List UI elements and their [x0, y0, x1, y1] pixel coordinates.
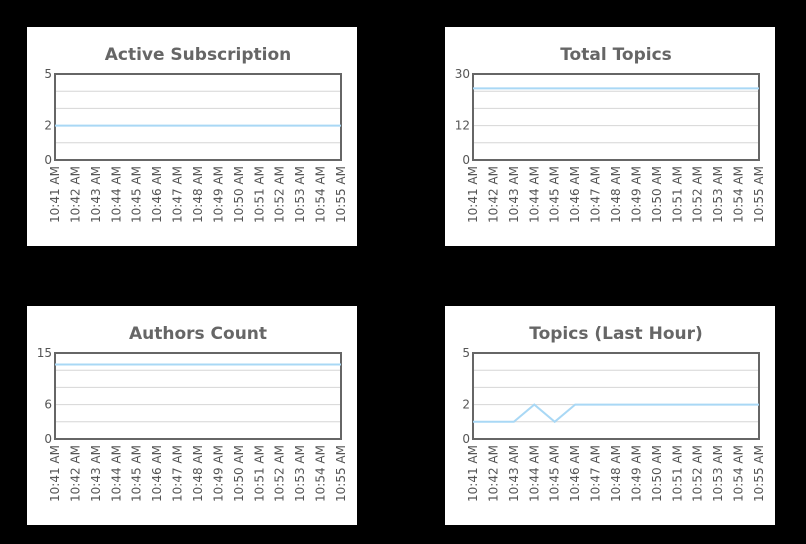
x-tick-label: 10:55 AM [334, 166, 348, 223]
chart-title: Total Topics [560, 45, 672, 65]
x-tick-label: 10:43 AM [507, 445, 521, 502]
x-tick-label: 10:47 AM [589, 445, 603, 502]
x-tick-label: 10:48 AM [609, 166, 623, 223]
x-tick-label: 10:44 AM [109, 166, 123, 223]
y-tick-label: 0 [44, 153, 52, 167]
x-tick-label: 10:41 AM [466, 166, 480, 223]
y-tick-label: 30 [455, 67, 470, 81]
x-tick-label: 10:46 AM [150, 445, 164, 502]
chart-title: Active Subscription [105, 45, 292, 65]
chart-topics-last-hour: Topics (Last Hour) 5 2 010:41 AM 10:42 AM 10:… [445, 306, 775, 525]
y-tick-label: 5 [44, 67, 52, 81]
x-tick-label: 10:48 AM [191, 166, 205, 223]
x-tick-label: 10:45 AM [548, 166, 562, 223]
y-tick-label: 12 [455, 119, 470, 133]
x-tick-label: 10:43 AM [89, 445, 103, 502]
x-tick-label: 10:47 AM [589, 166, 603, 223]
x-tick-label: 10:54 AM [732, 445, 746, 502]
x-tick-label: 10:52 AM [691, 445, 705, 502]
x-tick-label: 10:52 AM [691, 166, 705, 223]
chart-authors-count: Authors Count 15 6 010:41 AM 10:42 AM 10:43 A… [27, 306, 357, 525]
y-tick-label: 15 [37, 346, 52, 360]
x-tick-label: 10:52 AM [273, 445, 287, 502]
x-tick-label: 10:46 AM [568, 166, 582, 223]
x-tick-label: 10:53 AM [293, 445, 307, 502]
chart-title: Topics (Last Hour) [529, 324, 703, 344]
x-tick-label: 10:42 AM [68, 166, 82, 223]
plot-frame [473, 353, 759, 439]
y-tick-label: 6 [44, 398, 52, 412]
x-tick-label: 10:50 AM [232, 166, 246, 223]
x-tick-label: 10:43 AM [89, 166, 103, 223]
x-tick-label: 10:53 AM [711, 445, 725, 502]
x-tick-label: 10:49 AM [629, 445, 643, 502]
chart-title: Authors Count [129, 324, 267, 344]
x-tick-label: 10:44 AM [527, 445, 541, 502]
x-tick-label: 10:45 AM [548, 445, 562, 502]
x-tick-label: 10:51 AM [670, 445, 684, 502]
x-tick-label: 10:45 AM [130, 445, 144, 502]
x-tick-label: 10:49 AM [211, 445, 225, 502]
x-tick-label: 10:42 AM [68, 445, 82, 502]
x-tick-label: 10:41 AM [466, 445, 480, 502]
x-tick-label: 10:48 AM [609, 445, 623, 502]
x-tick-label: 10:53 AM [711, 166, 725, 223]
x-tick-label: 10:43 AM [507, 166, 521, 223]
x-tick-label: 10:46 AM [568, 445, 582, 502]
x-tick-label: 10:49 AM [629, 166, 643, 223]
chart-panel-total-topics: Total Topics 30 12 0 10:41 AM 10:42 AM 10:43 A… [445, 27, 775, 246]
chart-active-subscription: Active Subscription 5 2 010:41 AM 10:42 AM 10… [27, 27, 357, 246]
chart-total-topics: Total Topics 30 12 010:41 AM 10:42 AM 10:43 A… [445, 27, 775, 246]
chart-panel-active-subscription: Active Subscription 5 2 0 10:41 AM 10:42 AM 10… [27, 27, 357, 246]
y-tick-label: 2 [44, 119, 52, 133]
plot-frame [473, 74, 759, 160]
x-tick-label: 10:55 AM [334, 445, 348, 502]
x-tick-label: 10:45 AM [130, 166, 144, 223]
chart-panel-topics-last-hour: Topics (Last Hour) 5 2 0 10:41 AM 10:42 AM 10:… [445, 306, 775, 525]
x-tick-label: 10:42 AM [486, 166, 500, 223]
x-tick-label: 10:41 AM [48, 166, 62, 223]
plot-frame [55, 353, 341, 439]
y-tick-label: 5 [462, 346, 470, 360]
series-line [473, 405, 759, 422]
x-tick-label: 10:42 AM [486, 445, 500, 502]
x-tick-label: 10:46 AM [150, 166, 164, 223]
x-tick-label: 10:50 AM [232, 445, 246, 502]
x-tick-label: 10:47 AM [171, 166, 185, 223]
y-tick-label: 0 [44, 432, 52, 446]
x-tick-label: 10:54 AM [732, 166, 746, 223]
y-tick-label: 0 [462, 153, 470, 167]
chart-panel-authors-count: Authors Count 15 6 0 10:41 AM 10:42 AM 10:43 A… [27, 306, 357, 525]
y-tick-label: 0 [462, 432, 470, 446]
x-tick-label: 10:54 AM [314, 166, 328, 223]
x-tick-label: 10:41 AM [48, 445, 62, 502]
plot-frame [55, 74, 341, 160]
x-tick-label: 10:44 AM [527, 166, 541, 223]
x-tick-label: 10:47 AM [171, 445, 185, 502]
x-tick-label: 10:54 AM [314, 445, 328, 502]
x-tick-label: 10:51 AM [670, 166, 684, 223]
x-tick-label: 10:48 AM [191, 445, 205, 502]
x-tick-label: 10:53 AM [293, 166, 307, 223]
x-tick-label: 10:50 AM [650, 166, 664, 223]
x-tick-label: 10:52 AM [273, 166, 287, 223]
x-tick-label: 10:50 AM [650, 445, 664, 502]
x-tick-label: 10:55 AM [752, 445, 766, 502]
y-tick-label: 2 [462, 398, 470, 412]
x-tick-label: 10:44 AM [109, 445, 123, 502]
x-tick-label: 10:51 AM [252, 445, 266, 502]
x-tick-label: 10:55 AM [752, 166, 766, 223]
x-tick-label: 10:49 AM [211, 166, 225, 223]
x-tick-label: 10:51 AM [252, 166, 266, 223]
